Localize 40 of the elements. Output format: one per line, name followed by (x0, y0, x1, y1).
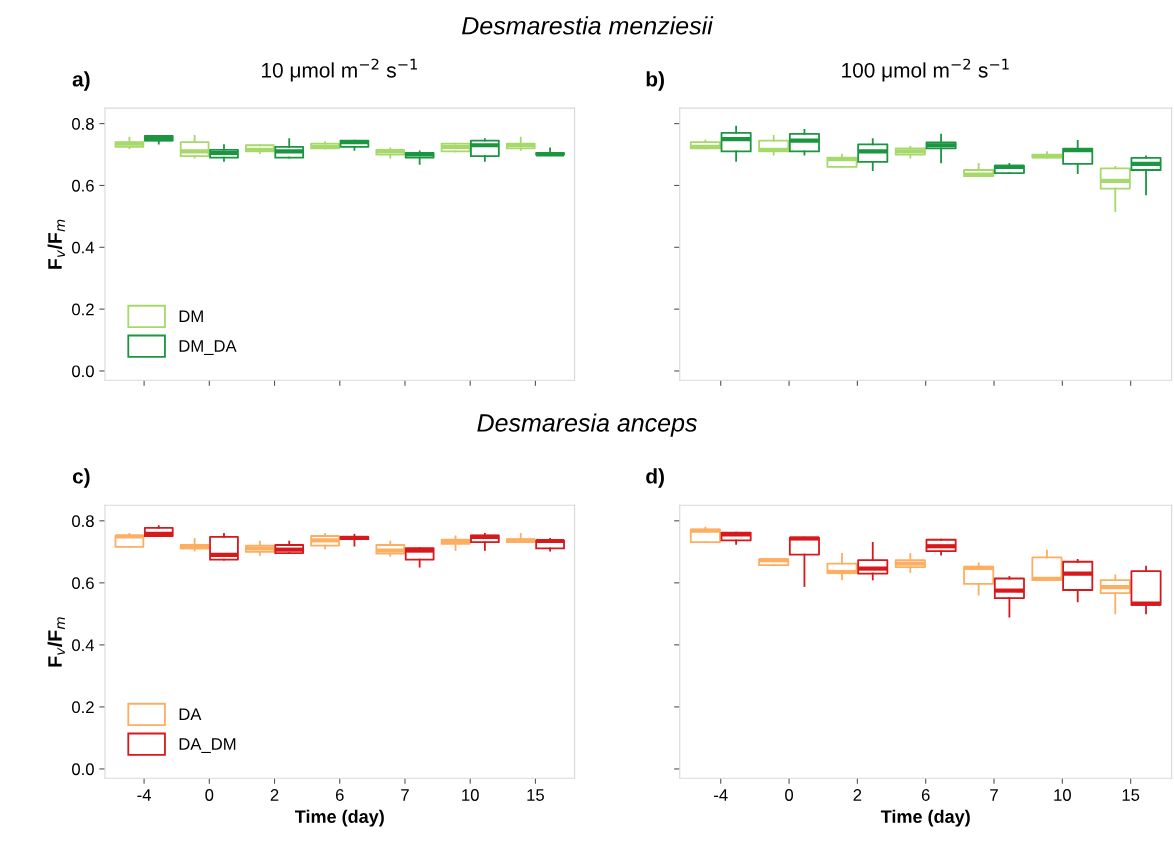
x-tick-label: 10 (1054, 789, 1071, 801)
legend-label: DM_DA (179, 340, 237, 355)
text: a) (72, 71, 90, 91)
chart-title: 10 μmol m$^{−2}$ s$^{−1}$ (262, 58, 417, 82)
x-tick-label: -4 (137, 789, 152, 801)
y-tick-label: 0.6 (72, 577, 94, 590)
y-axis-title: F$_{v}$/F$_{m}$ (47, 219, 65, 269)
y-tick-label: 0.0 (72, 365, 94, 378)
x-tick-label: 6 (921, 789, 930, 801)
y-tick-label: 0.4 (72, 241, 95, 254)
legend-label: DA_DM (179, 738, 236, 753)
y-tick-label: 0.2 (72, 303, 94, 316)
x-tick-label: -4 (714, 789, 728, 801)
chart-subtitle: Desmarestia menziesii (462, 16, 714, 35)
y-tick-label: 0.2 (72, 701, 94, 714)
y-tick-label: 0.8 (72, 515, 94, 528)
x-tick-label: 7 (990, 789, 998, 801)
x-tick-label: 10 (462, 789, 479, 801)
chart-title: 100 μmol m$^{−2}$ s$^{−1}$ (842, 58, 1009, 82)
legend-label: DM (179, 310, 203, 322)
legend-label: DA (179, 708, 202, 720)
x-axis-title: Time (day) (294, 809, 384, 827)
x-tick-label: 0 (785, 789, 794, 801)
x-tick-label: 2 (853, 789, 862, 801)
x-tick-label: 7 (401, 789, 409, 801)
text: c) (72, 468, 90, 488)
x-axis-title: Time (day) (880, 809, 970, 827)
y-tick-label: 0.4 (72, 639, 95, 652)
x-tick-label: 6 (335, 789, 344, 801)
y-tick-label: 0.0 (72, 763, 94, 776)
x-tick-label: 15 (527, 789, 544, 801)
x-tick-label: 0 (205, 789, 214, 801)
y-axis-title: F$_{v}$/F$_{m}$ (47, 617, 65, 667)
text: d) (646, 468, 664, 488)
text: b) (646, 71, 664, 91)
chart-subtitle: Desmaresia anceps (477, 413, 697, 437)
x-tick-label: 2 (270, 789, 279, 801)
y-tick-label: 0.6 (72, 179, 94, 192)
x-tick-label: 15 (1122, 789, 1140, 801)
y-tick-label: 0.8 (72, 118, 94, 130)
